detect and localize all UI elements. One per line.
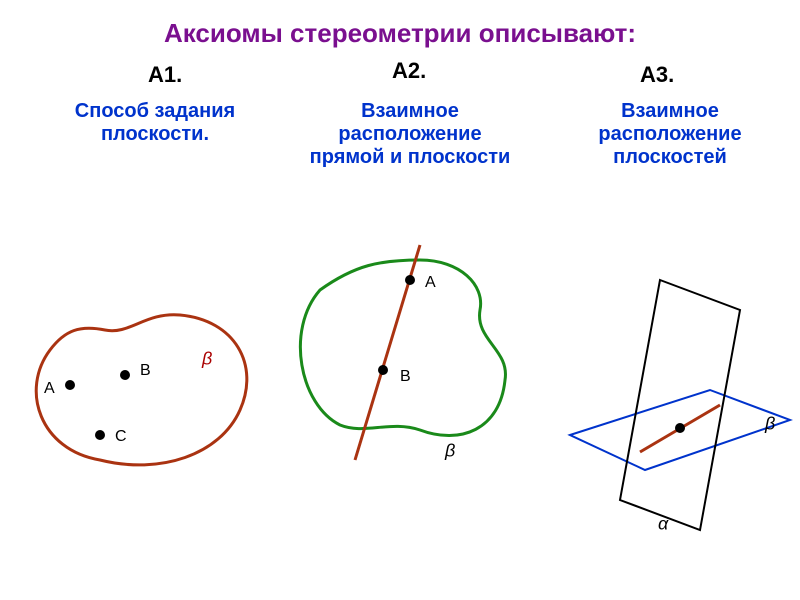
svg-text:A: A — [425, 274, 436, 291]
diagram-a3-svg: αβ — [540, 260, 800, 550]
diagram-a1: A B Cβ — [10, 280, 270, 500]
diagram-a2-svg: A Bβ — [270, 230, 530, 530]
col1-head: А1. — [148, 62, 182, 88]
col1-caption: Способ заданияплоскости. — [40, 100, 270, 146]
svg-text:β: β — [444, 440, 455, 460]
diagram-a3: αβ — [540, 260, 800, 550]
svg-text:A: A — [44, 380, 55, 397]
col3-head: А3. — [640, 62, 674, 88]
svg-text:β: β — [201, 348, 212, 368]
svg-text:α: α — [658, 513, 669, 533]
diagram-a1-svg: A B Cβ — [10, 280, 270, 500]
col2-head: А2. — [392, 58, 426, 84]
svg-text:β: β — [764, 413, 775, 433]
col3-caption: Взаимноерасположениеплоскостей — [560, 100, 780, 169]
svg-text:B: B — [400, 368, 411, 385]
svg-text:C: C — [115, 428, 127, 445]
page-title: Аксиомы стереометрии описывают: — [0, 18, 800, 49]
col2-caption: Взаимноерасположениепрямой и плоскости — [290, 100, 530, 169]
diagram-a2: A Bβ — [270, 230, 530, 530]
svg-text:B: B — [140, 362, 151, 379]
